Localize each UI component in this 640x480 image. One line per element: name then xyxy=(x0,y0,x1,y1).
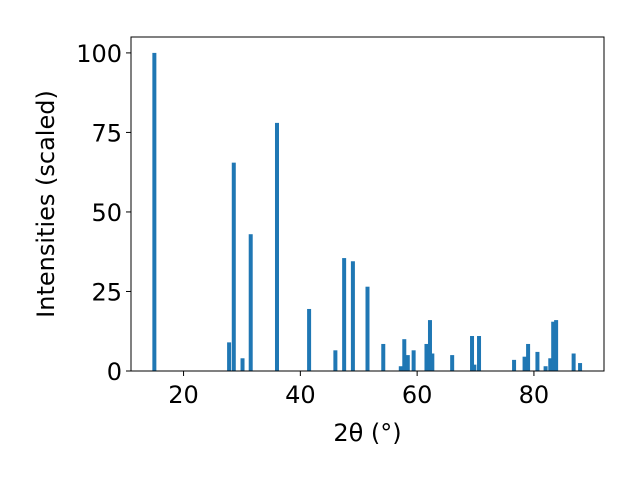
bar xyxy=(402,339,407,371)
bar xyxy=(450,355,455,371)
bar xyxy=(381,343,386,371)
bar xyxy=(231,162,236,371)
bar xyxy=(430,353,435,371)
x-tick-label: 40 xyxy=(285,381,316,409)
bar xyxy=(342,258,347,371)
bar xyxy=(405,355,410,371)
x-axis-label: 2θ (°) xyxy=(333,419,401,447)
x-tick-label: 20 xyxy=(168,381,199,409)
x-tick-label: 80 xyxy=(519,381,550,409)
bar xyxy=(398,366,403,371)
bar xyxy=(240,358,245,371)
bar xyxy=(333,350,338,371)
bar xyxy=(543,366,548,371)
bar xyxy=(522,356,527,371)
bar xyxy=(470,336,475,371)
bar xyxy=(152,52,157,372)
bar xyxy=(578,363,583,371)
bar xyxy=(548,358,553,371)
bar xyxy=(477,336,482,371)
bar xyxy=(535,351,540,371)
y-tick-label: 50 xyxy=(91,199,122,227)
bar xyxy=(512,359,517,371)
bar xyxy=(227,342,232,371)
y-axis-ticks: 0 25 50 75 100 xyxy=(76,40,131,386)
bar xyxy=(571,353,576,371)
y-tick-label: 100 xyxy=(76,40,122,68)
bar xyxy=(307,308,312,371)
bar xyxy=(411,350,416,371)
bars-group xyxy=(152,52,583,372)
y-axis-label: Intensities (scaled) xyxy=(32,90,60,318)
y-tick-label: 0 xyxy=(107,358,122,386)
bar xyxy=(427,320,432,371)
bar xyxy=(554,320,559,371)
bar xyxy=(551,321,556,371)
bar xyxy=(424,343,429,371)
x-axis-ticks: 20 40 60 80 xyxy=(168,371,549,409)
bar xyxy=(248,234,253,371)
plot-frame xyxy=(130,36,605,372)
bar xyxy=(350,261,355,371)
x-tick-label: 60 xyxy=(402,381,433,409)
bar xyxy=(472,364,477,371)
bar xyxy=(526,343,531,371)
y-tick-label: 25 xyxy=(91,278,122,306)
bar xyxy=(274,122,279,371)
y-tick-label: 75 xyxy=(91,119,122,147)
bar xyxy=(365,286,370,371)
